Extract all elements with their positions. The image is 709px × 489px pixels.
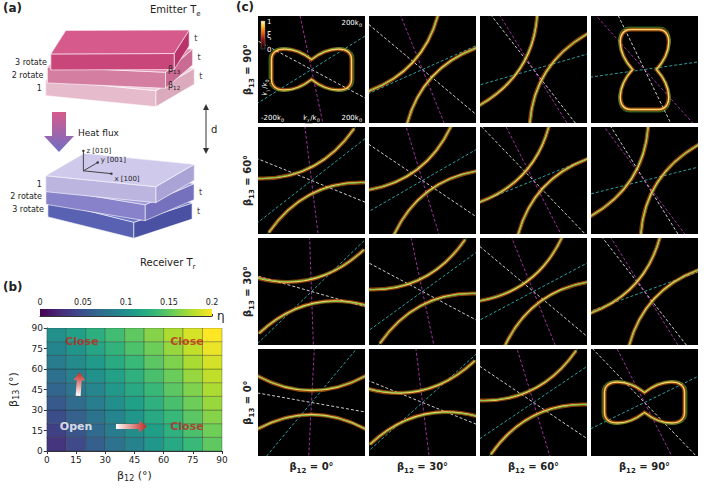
svg-text:15: 15: [31, 426, 42, 436]
svg-text:β12 = 90°: β12 = 90°: [619, 461, 670, 475]
svg-text:(c): (c): [236, 0, 254, 14]
svg-text:Close: Close: [170, 335, 203, 348]
svg-text:0: 0: [267, 46, 271, 54]
svg-text:60: 60: [158, 455, 170, 465]
svg-text:60: 60: [31, 364, 43, 374]
svg-text:90: 90: [31, 323, 43, 333]
svg-text:d: d: [211, 124, 217, 135]
svg-text:β13 = 30°: β13 = 30°: [242, 266, 256, 317]
svg-text:200k0: 200k0: [341, 19, 362, 28]
svg-text:0.15: 0.15: [160, 298, 178, 307]
svg-text:90: 90: [216, 455, 228, 465]
svg-text:0: 0: [37, 446, 43, 456]
svg-text:3 rotate: 3 rotate: [12, 205, 44, 214]
svg-text:β12 = 30°: β12 = 30°: [397, 461, 448, 475]
svg-text:-200k0: -200k0: [261, 114, 284, 123]
svg-text:t: t: [199, 72, 202, 81]
svg-text:x [100]: x [100]: [114, 175, 139, 183]
svg-text:13: 13: [12, 390, 21, 400]
svg-text:y [001]: y [001]: [101, 156, 126, 164]
svg-text:β13 = 90°: β13 = 90°: [242, 44, 256, 95]
svg-text:β13 = 0°: β13 = 0°: [242, 380, 256, 424]
svg-text:2 rotate: 2 rotate: [10, 192, 42, 201]
svg-text:2 rotate: 2 rotate: [12, 71, 44, 80]
svg-text:β13: β13: [168, 65, 181, 75]
svg-text:Close: Close: [65, 335, 98, 348]
svg-text:t: t: [198, 53, 201, 62]
svg-text:3 rotate: 3 rotate: [15, 58, 47, 67]
svg-text:0.1: 0.1: [120, 298, 133, 307]
svg-text:Receiver Tr: Receiver Tr: [140, 257, 196, 271]
svg-text:Heat flux: Heat flux: [78, 128, 120, 138]
svg-text:200k0: 200k0: [341, 114, 362, 123]
svg-text:ξ: ξ: [267, 31, 271, 40]
svg-text:30: 30: [100, 455, 112, 465]
svg-text:β12 = 60°: β12 = 60°: [508, 461, 559, 475]
svg-text:t: t: [199, 188, 202, 197]
svg-text:45: 45: [31, 385, 42, 395]
svg-text:0: 0: [37, 298, 42, 307]
svg-text:β: β: [7, 400, 20, 407]
svg-text:45: 45: [129, 455, 140, 465]
svg-text:75: 75: [187, 455, 198, 465]
svg-text:12: 12: [124, 474, 134, 483]
svg-text:Close: Close: [170, 420, 203, 433]
svg-text:1: 1: [267, 18, 271, 26]
svg-text:t: t: [197, 207, 200, 216]
svg-text:0.05: 0.05: [74, 298, 92, 307]
svg-text:15: 15: [70, 455, 81, 465]
svg-text:β12 = 0°: β12 = 0°: [289, 461, 333, 475]
svg-text:75: 75: [31, 344, 42, 354]
svg-text:β: β: [117, 469, 124, 482]
svg-text:1: 1: [37, 180, 42, 189]
svg-text:z [010]: z [010]: [86, 147, 111, 155]
svg-text:0.2: 0.2: [206, 298, 219, 307]
svg-text:ky/k0: ky/k0: [261, 79, 271, 96]
svg-text:(°): (°): [7, 372, 20, 390]
svg-text:(b): (b): [3, 280, 23, 294]
svg-text:kx/k0: kx/k0: [303, 114, 320, 123]
svg-text:Open: Open: [60, 420, 93, 433]
svg-text:β12: β12: [168, 81, 180, 91]
svg-text:(°): (°): [134, 469, 152, 482]
svg-text:t: t: [194, 34, 197, 43]
svg-text:Emitter Te: Emitter Te: [150, 4, 201, 18]
svg-text:β13 = 60°: β13 = 60°: [242, 155, 256, 206]
svg-text:(a): (a): [3, 1, 22, 15]
svg-text:30: 30: [31, 405, 43, 415]
svg-text:η: η: [217, 309, 225, 323]
svg-text:0: 0: [44, 455, 50, 465]
svg-text:1: 1: [37, 84, 42, 93]
